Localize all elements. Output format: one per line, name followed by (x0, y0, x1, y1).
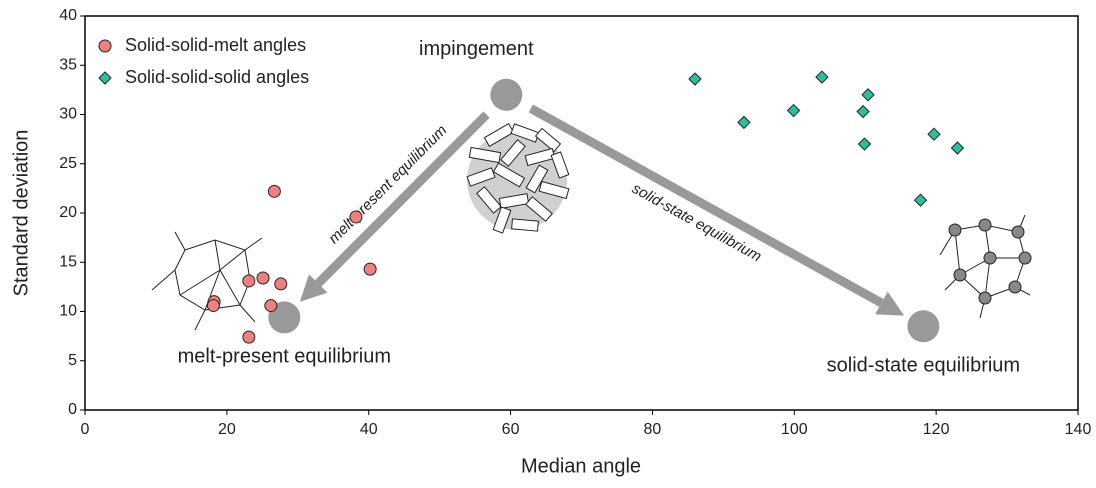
data-point (857, 106, 869, 118)
state-label: impingement (419, 38, 534, 60)
arrows (300, 108, 904, 315)
legend-marker (99, 40, 111, 52)
y-axis-label: Standard deviation (10, 130, 32, 297)
data-point (738, 116, 750, 128)
data-point (788, 105, 800, 117)
x-tick-label: 120 (923, 421, 950, 438)
x-tick-label: 0 (81, 421, 90, 438)
data-point (275, 278, 287, 290)
data-point (350, 211, 362, 223)
arrow-shaft (318, 115, 486, 284)
y-tick-label: 15 (59, 253, 77, 270)
y-tick-label: 25 (59, 155, 77, 172)
legend-label: Solid-solid-melt angles (125, 35, 306, 55)
legend-marker (99, 72, 111, 84)
x-tick-label: 140 (1065, 421, 1092, 438)
data-point (915, 194, 927, 206)
data-point (207, 300, 219, 312)
x-tick-label: 80 (644, 421, 662, 438)
x-tick-label: 100 (781, 421, 808, 438)
state-label: melt-present equilibrium (178, 346, 391, 368)
data-point (816, 71, 828, 83)
chart: Median angle Standard deviation 0 20 40 60 8… (0, 0, 1096, 483)
y-tick-label: 20 (59, 204, 77, 221)
y-tick-label: 0 (68, 401, 77, 418)
state-point (490, 79, 522, 111)
x-tick-label: 40 (360, 421, 378, 438)
data-point (689, 73, 701, 85)
data-point (862, 89, 874, 101)
y-tick-label: 5 (68, 352, 77, 369)
state-point (907, 310, 939, 342)
legend-label: Solid-solid-solid angles (125, 67, 309, 87)
arrow-label: melt-present equilibrium (325, 122, 450, 247)
data-point (859, 138, 871, 150)
data-point (243, 275, 255, 287)
x-tick-label: 20 (218, 421, 236, 438)
data-point (265, 300, 277, 312)
data-point (928, 128, 940, 140)
x-tick-label: 60 (502, 421, 520, 438)
state-label: solid-state equilibrium (827, 355, 1020, 377)
data-point (268, 185, 280, 197)
data-point (243, 331, 255, 343)
arrow-shaft (531, 108, 882, 303)
y-tick-label: 35 (59, 56, 77, 73)
y-tick-label: 40 (59, 7, 77, 24)
solid-grains (940, 215, 1031, 318)
data-point (951, 142, 963, 154)
x-axis-label: Median angle (521, 455, 641, 477)
data-point (364, 263, 376, 275)
data-point (257, 272, 269, 284)
y-tick-label: 10 (59, 303, 77, 320)
grain-illustrations (152, 124, 1031, 330)
y-tick-label: 30 (59, 106, 77, 123)
